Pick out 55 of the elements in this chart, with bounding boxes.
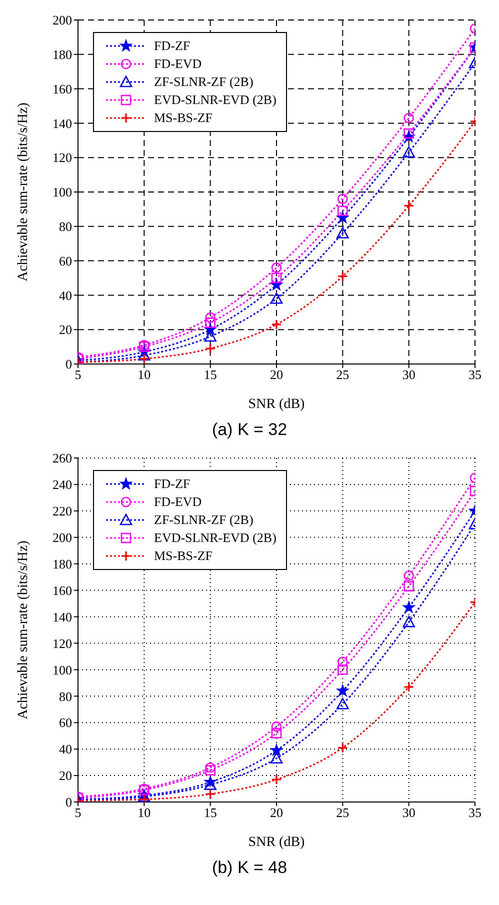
x-tick-label: 10 (138, 367, 151, 382)
y-tick-label: 60 (59, 253, 72, 268)
x-tick-label: 15 (204, 367, 217, 382)
x-tick-label: 5 (74, 367, 82, 382)
y-tick-label: 160 (52, 81, 72, 96)
x-tick-label: 10 (138, 805, 151, 820)
y-tick-label: 240 (52, 477, 72, 492)
legend-label: MS-BS-ZF (154, 110, 213, 126)
x-tick-label: 25 (336, 367, 350, 382)
y-tick-label: 140 (52, 609, 72, 624)
legend-label: EVD-SLNR-EVD (2B) (154, 530, 276, 546)
y-tick-label: 60 (59, 715, 72, 730)
y-tick-label: 200 (52, 530, 72, 545)
y-tick-label: 220 (52, 504, 72, 519)
y-axis-title: Achievable sum-rate (bits/s/Hz) (16, 102, 31, 282)
y-tick-label: 100 (52, 184, 72, 200)
legend-label: FD-ZF (154, 476, 190, 492)
y-tick-label: 160 (52, 582, 72, 598)
y-axis-title: Achievable sum-rate (bits/s/Hz) (16, 540, 31, 720)
x-tick-label: 20 (270, 367, 283, 382)
text: (a) K = 32 (210, 420, 288, 440)
y-tick-label: 40 (59, 742, 72, 757)
text: (b) K = 48 (210, 858, 288, 878)
y-tick-label: 120 (52, 150, 72, 166)
x-axis-title: SNR (dB) (248, 397, 306, 412)
legend-label: FD-EVD (154, 494, 202, 510)
x-tick-label: 35 (468, 367, 482, 382)
y-tick-label: 20 (59, 322, 72, 338)
x-tick-label: 20 (270, 805, 283, 820)
y-tick-label: 100 (52, 662, 72, 678)
y-tick-label: 260 (52, 450, 72, 466)
y-tick-label: 180 (52, 47, 72, 62)
y-tick-label: 0 (66, 794, 72, 810)
legend-label: EVD-SLNR-EVD (2B) (154, 92, 276, 108)
y-tick-label: 80 (59, 219, 72, 234)
y-tick-label: 80 (59, 688, 72, 704)
x-tick-label: 25 (336, 805, 350, 820)
y-tick-label: 120 (52, 636, 72, 651)
x-axis-title: SNR (dB) (248, 835, 306, 850)
legend-label: FD-EVD (154, 56, 202, 72)
x-tick-label: 15 (204, 805, 217, 820)
y-tick-label: 200 (52, 12, 72, 28)
x-tick-label: 30 (402, 367, 416, 382)
legend-label: FD-ZF (154, 38, 190, 54)
y-tick-label: 20 (59, 768, 72, 784)
y-tick-label: 180 (52, 556, 72, 572)
y-tick-label: 40 (59, 288, 72, 303)
legend-label: ZF-SLNR-ZF (2B) (154, 512, 254, 528)
x-tick-label: 35 (468, 805, 482, 820)
legend-label: ZF-SLNR-ZF (2B) (154, 74, 254, 90)
x-tick-label: 5 (74, 805, 82, 820)
y-tick-label: 140 (52, 116, 72, 131)
legend-label: MS-BS-ZF (154, 548, 213, 564)
x-tick-label: 30 (402, 805, 416, 820)
y-tick-label: 0 (66, 356, 72, 372)
